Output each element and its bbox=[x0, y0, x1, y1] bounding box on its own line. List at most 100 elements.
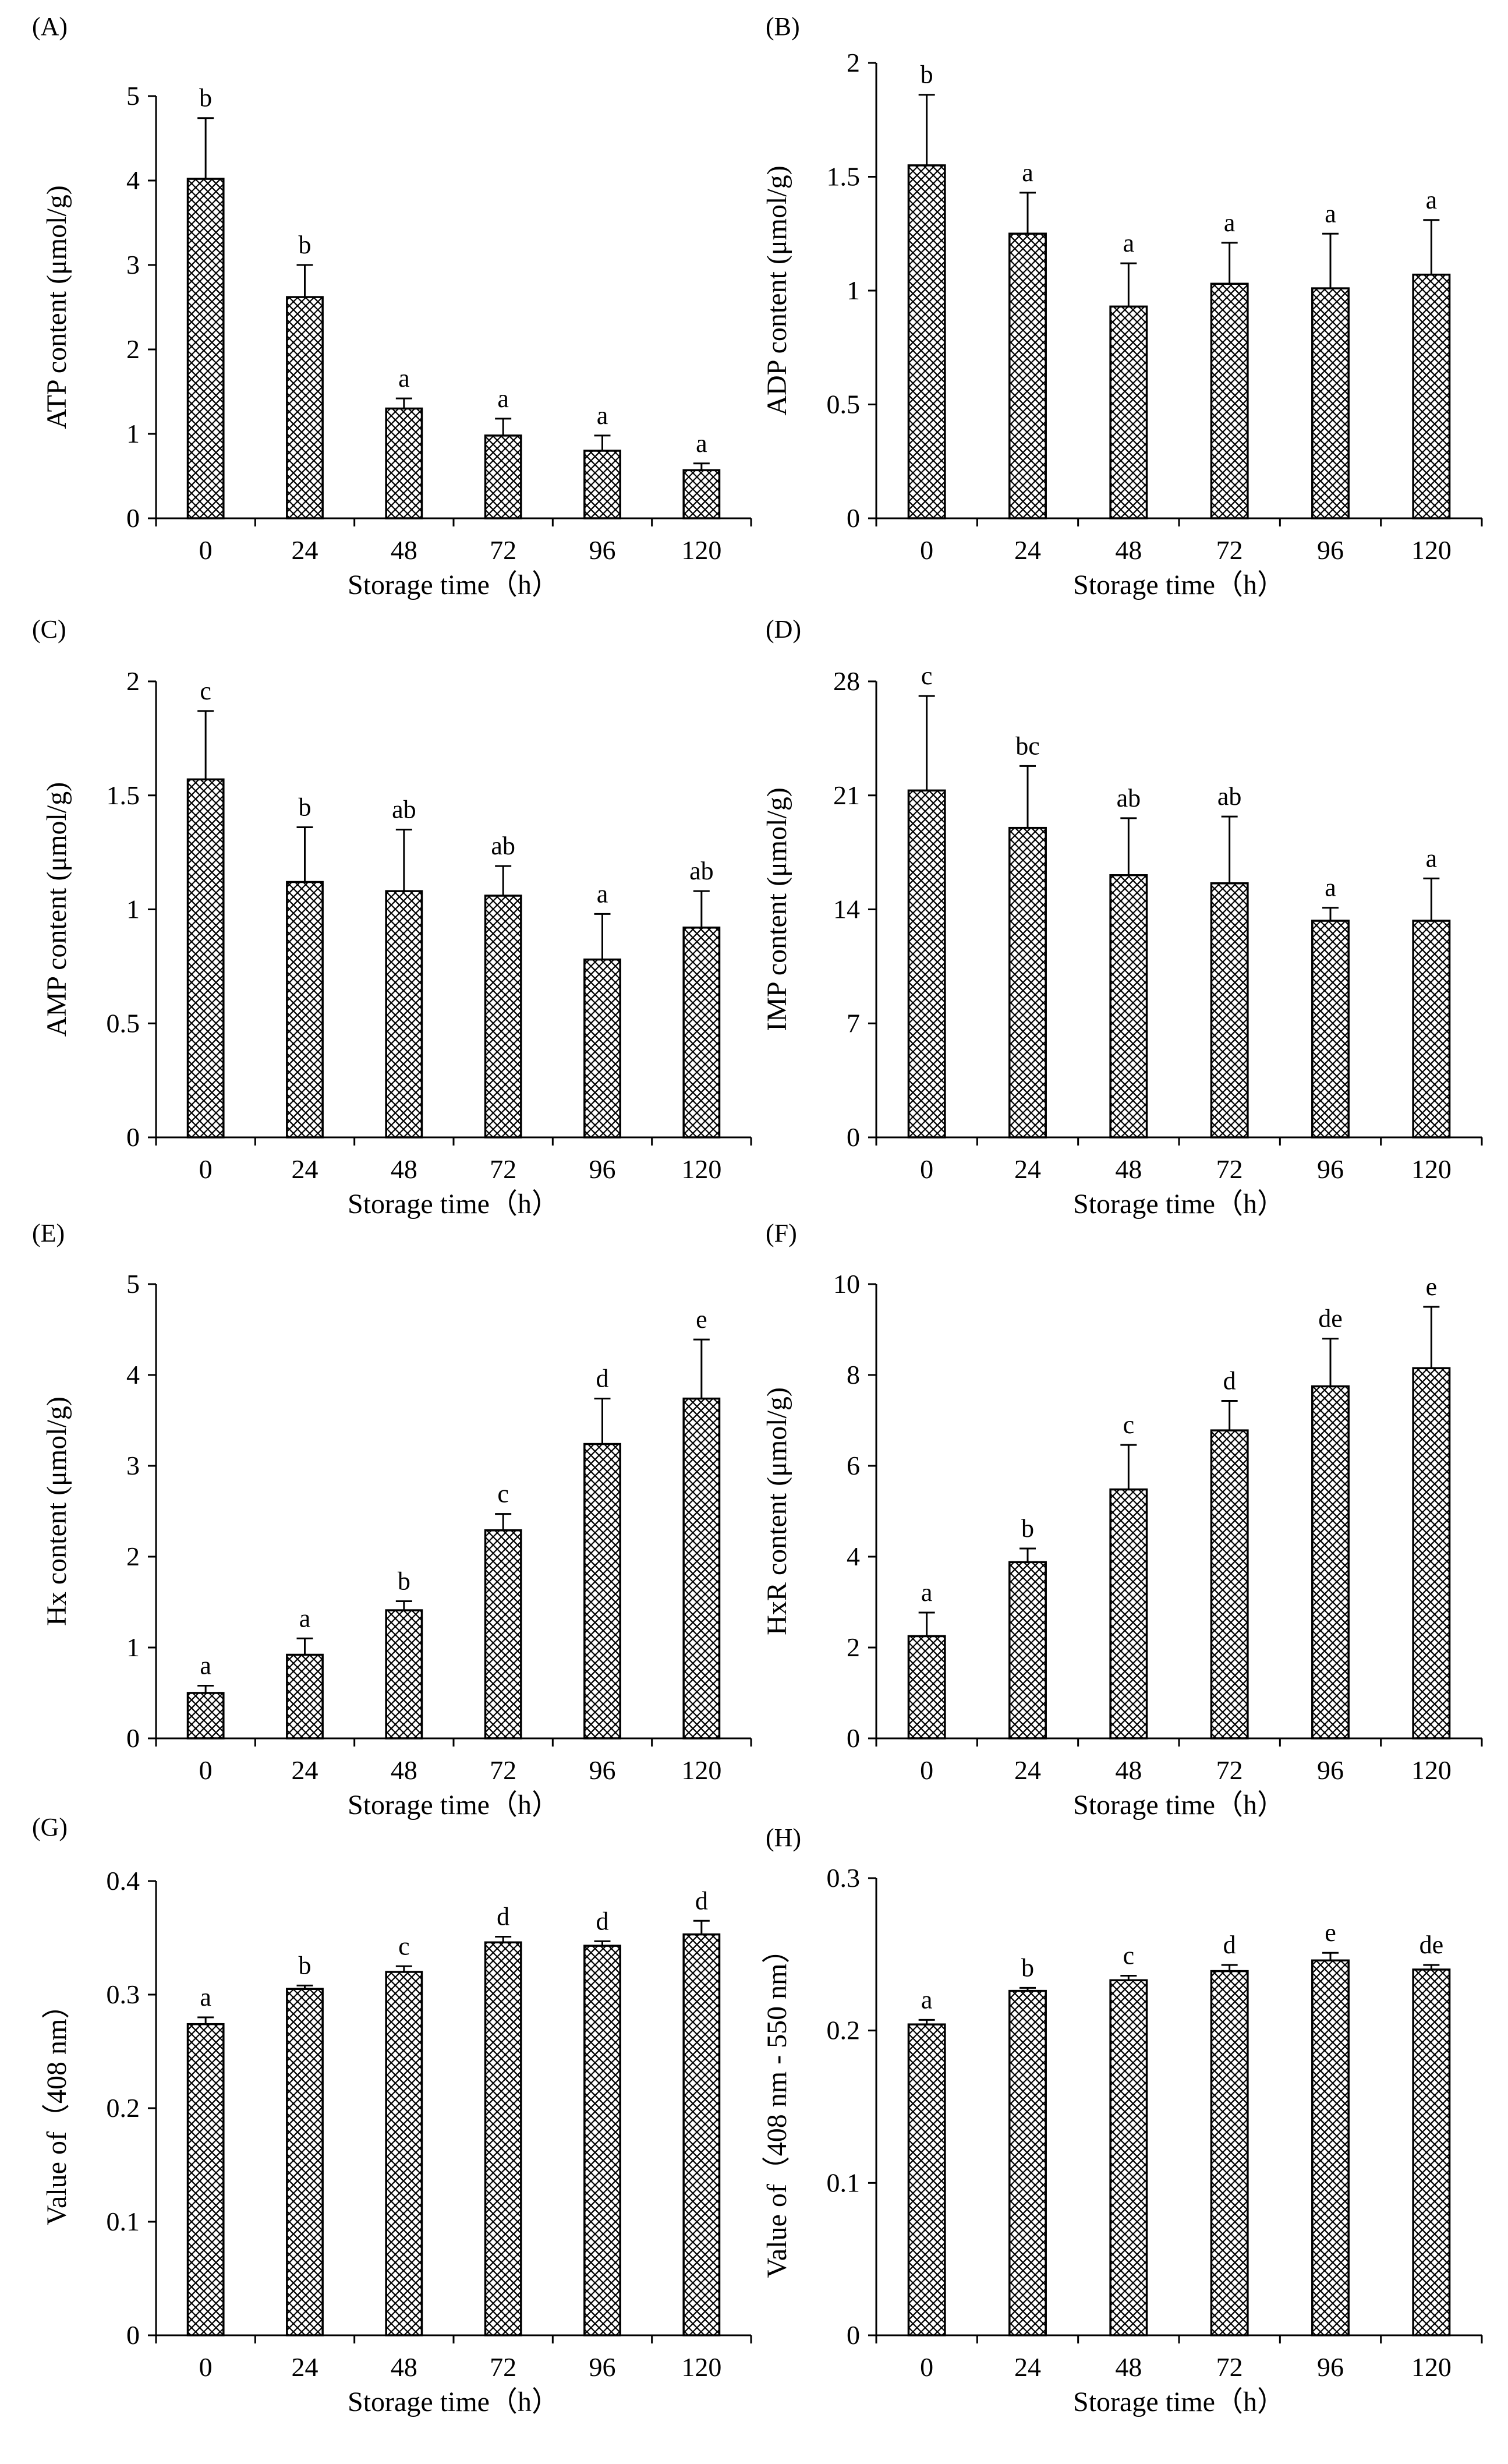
y-axis-title: Value of（408 nm） bbox=[41, 1991, 72, 2226]
x-tick-label: 24 bbox=[1014, 2352, 1041, 2382]
y-tick-label: 0.1 bbox=[107, 2207, 140, 2236]
significance-label: a bbox=[597, 879, 608, 908]
significance-label: a bbox=[299, 1604, 311, 1632]
error-bar bbox=[1221, 815, 1238, 883]
error-bar bbox=[1322, 1952, 1339, 1961]
error-bar bbox=[395, 1965, 412, 1972]
bar bbox=[1008, 1561, 1047, 1740]
bar bbox=[1109, 874, 1148, 1139]
error-bar bbox=[594, 434, 611, 451]
error-bar bbox=[1322, 1338, 1339, 1387]
y-axis-title: Hx content (μmol/g) bbox=[41, 1397, 72, 1626]
y-tick-label: 0 bbox=[847, 1723, 860, 1753]
error-bar bbox=[693, 890, 710, 928]
y-tick-label: 0.3 bbox=[827, 1863, 861, 1893]
x-tick-label: 48 bbox=[391, 2352, 417, 2382]
x-tick-label: 120 bbox=[681, 2352, 721, 2382]
error-bar bbox=[495, 1936, 512, 1943]
x-tick-label: 0 bbox=[199, 2352, 213, 2382]
error-bar bbox=[1423, 1964, 1440, 1970]
significance-label: ab bbox=[1217, 782, 1242, 811]
y-tick-label: 1 bbox=[126, 1632, 140, 1662]
y-tick-label: 8 bbox=[847, 1360, 860, 1390]
x-tick-label: 0 bbox=[199, 1154, 213, 1184]
bar bbox=[1109, 305, 1148, 519]
error-bar bbox=[1423, 1306, 1440, 1369]
significance-label: ab bbox=[392, 795, 416, 823]
bar bbox=[186, 2023, 225, 2336]
bar bbox=[1210, 882, 1249, 1139]
x-tick-label: 96 bbox=[589, 2352, 616, 2382]
y-tick-label: 0.1 bbox=[827, 2168, 861, 2197]
x-axis-title: Storage time（h） bbox=[1073, 2387, 1285, 2417]
significance-label: c bbox=[921, 662, 933, 690]
error-bar bbox=[1322, 907, 1339, 921]
x-tick-label: 48 bbox=[1115, 1755, 1142, 1785]
bar bbox=[1109, 1979, 1148, 2336]
significance-label: b bbox=[199, 84, 212, 112]
error-bar bbox=[594, 913, 611, 960]
x-tick-label: 72 bbox=[490, 1154, 516, 1184]
bar bbox=[186, 1692, 225, 1740]
y-tick-label: 1.5 bbox=[107, 780, 140, 810]
y-tick-label: 0 bbox=[126, 1122, 140, 1152]
x-tick-label: 120 bbox=[1411, 535, 1452, 565]
significance-label: c bbox=[1123, 1410, 1135, 1439]
x-axis-title: Storage time（h） bbox=[1073, 1790, 1285, 1820]
x-tick-label: 96 bbox=[1317, 1154, 1344, 1184]
error-bar bbox=[197, 710, 214, 780]
y-tick-label: 0 bbox=[126, 503, 140, 533]
x-tick-label: 120 bbox=[681, 1755, 721, 1785]
x-tick-label: 48 bbox=[391, 1154, 417, 1184]
error-bar bbox=[1020, 765, 1036, 828]
significance-label: a bbox=[1325, 199, 1336, 228]
error-bar bbox=[693, 462, 710, 471]
error-bar bbox=[594, 1398, 611, 1444]
y-axis-title: HxR content (μmol/g) bbox=[762, 1387, 792, 1635]
bar bbox=[186, 178, 225, 519]
y-tick-label: 2 bbox=[126, 666, 140, 696]
x-tick-label: 24 bbox=[1014, 1755, 1041, 1785]
bar bbox=[1311, 1385, 1350, 1740]
x-axis-title: Storage time（h） bbox=[348, 1189, 560, 1219]
panel-label: (H) bbox=[766, 1823, 801, 1852]
bar bbox=[1412, 1968, 1451, 2336]
x-axis-title: Storage time（h） bbox=[348, 2387, 560, 2417]
y-tick-label: 0.5 bbox=[107, 1008, 140, 1038]
y-tick-label: 1 bbox=[847, 275, 860, 305]
error-bar bbox=[395, 828, 412, 892]
error-bar bbox=[1423, 219, 1440, 275]
panel-h: (H) 0 0.1 0.2 0.3 a 0 b 24 c 48 d 72 e 96 de 120 Storage … bbox=[762, 1823, 1483, 2417]
y-tick-label: 0.2 bbox=[107, 2093, 140, 2123]
y-tick-label: 4 bbox=[847, 1542, 860, 1571]
significance-label: ab bbox=[1117, 784, 1141, 812]
significance-label: b bbox=[299, 793, 311, 822]
y-tick-label: 5 bbox=[126, 81, 140, 111]
bar bbox=[682, 469, 721, 519]
error-bar bbox=[918, 695, 935, 791]
x-tick-label: 24 bbox=[1014, 535, 1041, 565]
bar bbox=[583, 958, 621, 1139]
y-axis-title: AMP content (μmol/g) bbox=[41, 782, 72, 1037]
y-tick-label: 7 bbox=[847, 1008, 860, 1038]
y-tick-label: 0.5 bbox=[827, 390, 861, 419]
y-tick-label: 0 bbox=[847, 503, 860, 533]
bar bbox=[286, 1653, 324, 1740]
x-tick-label: 120 bbox=[1411, 2352, 1452, 2382]
x-tick-label: 0 bbox=[920, 1755, 933, 1785]
y-axis-title: ADP content (μmol/g) bbox=[762, 165, 792, 415]
panel-a: (A) 0 1 2 3 4 5 b 0 b 24 a 48 a 72 a 96 a 120 Storage time（… bbox=[32, 12, 752, 600]
x-tick-label: 72 bbox=[1216, 535, 1243, 565]
significance-label: a bbox=[200, 1983, 211, 2011]
bar bbox=[1008, 826, 1047, 1139]
x-axis-title: Storage time（h） bbox=[1073, 1189, 1285, 1219]
panel-label: (F) bbox=[766, 1219, 797, 1247]
x-tick-label: 48 bbox=[391, 535, 417, 565]
x-tick-label: 120 bbox=[1411, 1154, 1452, 1184]
bar bbox=[1008, 1989, 1047, 2336]
y-tick-label: 5 bbox=[126, 1269, 140, 1299]
significance-label: a bbox=[398, 364, 410, 393]
significance-label: a bbox=[1426, 844, 1438, 872]
